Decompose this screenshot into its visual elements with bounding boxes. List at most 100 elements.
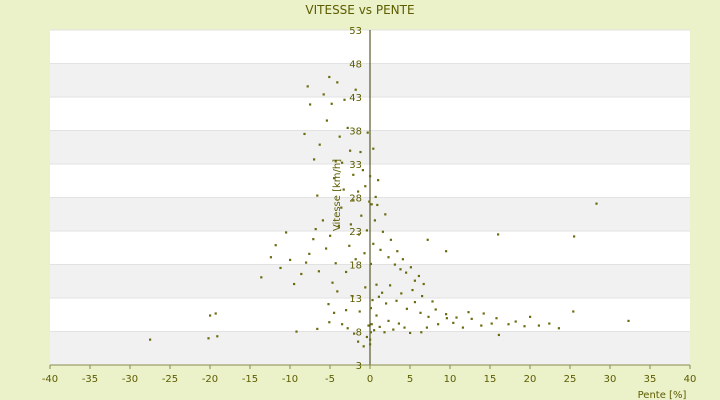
y-tick-label: 38 bbox=[349, 127, 362, 138]
data-point bbox=[370, 323, 373, 326]
data-point bbox=[369, 343, 372, 346]
data-point bbox=[325, 119, 328, 122]
data-point bbox=[445, 250, 448, 253]
data-point bbox=[279, 266, 282, 270]
data-point bbox=[345, 270, 348, 274]
y-tick-label: 18 bbox=[349, 261, 362, 272]
data-point bbox=[269, 256, 272, 259]
data-point bbox=[336, 81, 339, 84]
data-point bbox=[399, 268, 402, 271]
data-point bbox=[333, 177, 336, 180]
data-point bbox=[337, 224, 340, 227]
x-tick-label: 30 bbox=[604, 374, 617, 385]
y-tick-label: 53 bbox=[349, 26, 362, 37]
data-point bbox=[497, 233, 500, 236]
data-point bbox=[372, 147, 375, 150]
x-axis-title: Pente [%] bbox=[638, 390, 687, 400]
data-point bbox=[354, 258, 357, 261]
data-point bbox=[371, 299, 374, 302]
data-point bbox=[401, 258, 404, 261]
data-point bbox=[381, 291, 384, 294]
x-tick-label: -40 bbox=[42, 374, 58, 385]
data-point bbox=[357, 233, 360, 236]
data-point bbox=[470, 317, 473, 320]
data-point bbox=[313, 158, 316, 161]
data-point bbox=[327, 303, 330, 306]
y-tick-label: 8 bbox=[356, 328, 362, 339]
data-point bbox=[461, 326, 464, 329]
data-point bbox=[308, 252, 311, 255]
chart-title: VITESSE vs PENTE bbox=[305, 3, 414, 17]
data-point bbox=[345, 309, 348, 312]
x-tick-label: 40 bbox=[684, 374, 697, 385]
data-point bbox=[403, 326, 406, 329]
data-point bbox=[209, 314, 212, 317]
y-tick-label: 13 bbox=[349, 294, 362, 305]
data-point bbox=[375, 283, 378, 286]
data-point bbox=[627, 319, 630, 322]
data-point bbox=[328, 75, 331, 79]
data-point bbox=[400, 292, 403, 295]
data-point bbox=[305, 261, 308, 264]
x-tick-label: 15 bbox=[484, 374, 497, 385]
data-point bbox=[207, 337, 210, 340]
data-point bbox=[318, 143, 321, 146]
data-point bbox=[359, 150, 362, 154]
data-point bbox=[334, 160, 337, 163]
data-point bbox=[321, 219, 324, 222]
data-point bbox=[376, 203, 379, 207]
data-point bbox=[348, 244, 351, 247]
data-point bbox=[293, 282, 296, 286]
data-point bbox=[395, 299, 398, 302]
data-point bbox=[331, 281, 334, 284]
x-tick-label: -35 bbox=[82, 374, 98, 385]
data-point bbox=[369, 175, 372, 178]
data-point bbox=[572, 310, 575, 313]
data-point bbox=[595, 202, 598, 205]
data-point bbox=[455, 316, 458, 319]
data-point bbox=[314, 227, 317, 231]
data-point bbox=[411, 288, 414, 292]
data-point bbox=[419, 311, 422, 314]
data-point bbox=[274, 244, 277, 247]
data-point bbox=[373, 219, 376, 222]
data-point bbox=[425, 326, 428, 329]
data-point bbox=[340, 206, 343, 209]
data-point bbox=[384, 213, 387, 216]
data-point bbox=[413, 301, 416, 304]
data-point bbox=[358, 310, 361, 313]
data-point bbox=[427, 315, 430, 318]
data-point bbox=[364, 185, 367, 188]
data-point bbox=[365, 229, 368, 232]
data-point bbox=[325, 247, 328, 250]
data-point bbox=[342, 188, 345, 191]
data-point bbox=[392, 328, 395, 331]
data-point bbox=[214, 312, 217, 315]
data-point bbox=[385, 302, 388, 305]
data-point bbox=[389, 238, 392, 241]
data-point bbox=[389, 284, 392, 287]
data-point bbox=[336, 290, 339, 293]
x-tick-label: 25 bbox=[564, 374, 577, 385]
data-point bbox=[437, 323, 440, 326]
data-point bbox=[396, 250, 399, 253]
data-point bbox=[322, 93, 325, 96]
data-point bbox=[362, 345, 365, 348]
data-point bbox=[373, 329, 376, 332]
data-point bbox=[361, 169, 364, 172]
data-point bbox=[421, 294, 424, 298]
data-point bbox=[365, 335, 368, 339]
data-point bbox=[383, 331, 386, 334]
data-point bbox=[316, 194, 319, 197]
data-point bbox=[409, 266, 412, 269]
x-tick-label: -10 bbox=[282, 374, 298, 385]
data-point bbox=[529, 315, 532, 318]
data-point bbox=[422, 282, 425, 286]
plot-area bbox=[50, 29, 690, 366]
data-point bbox=[357, 190, 360, 193]
data-point bbox=[482, 312, 485, 315]
data-point bbox=[346, 126, 349, 130]
x-tick-labels: -40 -35 -30 -25 -20 -15 -10 -5 0 5 10 15 20 25 30 35 40 bbox=[42, 365, 697, 385]
data-point bbox=[334, 262, 337, 265]
